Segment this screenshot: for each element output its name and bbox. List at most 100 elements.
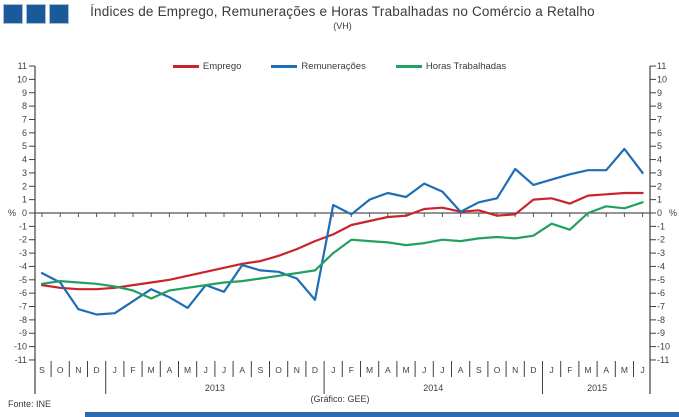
x-year-label: 2014 <box>423 383 443 393</box>
y-tick-label-right: 10 <box>657 74 667 84</box>
x-month-label: J <box>113 365 117 375</box>
y-tick-label-left: 6 <box>22 128 27 138</box>
x-month-label: J <box>204 365 208 375</box>
logo-square <box>26 4 46 24</box>
y-tick-label-left: -5 <box>19 275 27 285</box>
legend-label: Remunerações <box>301 61 366 72</box>
series-line-emprego <box>40 191 644 291</box>
y-tick-label-right: -2 <box>657 235 665 245</box>
x-month-label: J <box>422 365 426 375</box>
y-tick-label-left: -3 <box>19 248 27 258</box>
y-tick-label-right: 9 <box>657 88 662 98</box>
y-tick-label-left: 5 <box>22 141 27 151</box>
x-month-label: M <box>366 365 373 375</box>
chart-legend: Emprego Remunerações Horas Trabalhadas <box>0 61 679 72</box>
y-tick-label-left: 11 <box>18 61 27 71</box>
logo <box>3 4 69 24</box>
x-month-label: A <box>167 365 173 375</box>
legend-line-swatch <box>271 65 298 68</box>
x-month-label: O <box>275 365 282 375</box>
x-month-label: J <box>549 365 553 375</box>
y-tick-label-left: -1 <box>19 221 27 231</box>
legend-item-emprego: Emprego <box>172 61 242 72</box>
y-tick-label-right: 2 <box>657 181 662 191</box>
x-month-label: S <box>476 365 482 375</box>
x-month-label: S <box>258 365 264 375</box>
logo-square <box>3 4 23 24</box>
x-month-label: A <box>385 365 391 375</box>
x-month-label: N <box>294 365 300 375</box>
x-year-label: 2015 <box>587 383 607 393</box>
chart-title: Índices de Emprego, Remunerações e Horas… <box>90 4 595 19</box>
y-tick-label-left: 8 <box>22 101 27 111</box>
title-block: Índices de Emprego, Remunerações e Horas… <box>70 4 615 31</box>
legend-label: Horas Trabalhadas <box>425 61 507 72</box>
y-tick-label-right: -7 <box>657 302 665 312</box>
y-tick-label-left: -2 <box>19 235 27 245</box>
legend-item-remuneracoes: Remunerações <box>271 61 366 72</box>
y-tick-label-right: 7 <box>657 114 662 124</box>
y-tick-label-right: -1 <box>657 221 665 231</box>
x-month-label: D <box>94 365 100 375</box>
y-tick-label-left: 3 <box>22 168 27 178</box>
y-tick-label-left: 9 <box>22 88 27 98</box>
x-month-label: F <box>349 365 354 375</box>
y-tick-label-right: 1 <box>657 195 662 205</box>
y-tick-label-left: -6 <box>19 288 27 298</box>
x-year-label: 2013 <box>205 383 225 393</box>
y-tick-label-left: 0 <box>22 208 27 218</box>
source-text: Fonte: INE <box>8 399 52 409</box>
x-month-label: N <box>75 365 81 375</box>
x-month-label: F <box>567 365 572 375</box>
legend-line-swatch <box>172 65 199 68</box>
y-tick-label-left: -4 <box>19 261 27 271</box>
legend-label: Emprego <box>202 61 242 72</box>
x-month-label: S <box>39 365 45 375</box>
x-month-label: D <box>530 365 536 375</box>
x-month-label: J <box>640 365 644 375</box>
y-tick-label-right: 3 <box>657 168 662 178</box>
y-tick-label-right: 4 <box>657 155 662 165</box>
y-tick-label-left: 1 <box>22 195 27 205</box>
x-month-label: M <box>621 365 628 375</box>
y-tick-label-right: 6 <box>657 128 662 138</box>
x-month-label: O <box>57 365 64 375</box>
series-line-horas-trabalhadas <box>40 201 644 300</box>
y-tick-label-left: 2 <box>22 181 27 191</box>
x-month-label: A <box>458 365 464 375</box>
x-month-label: M <box>184 365 191 375</box>
x-month-label: A <box>603 365 609 375</box>
bottom-accent-bar <box>85 412 679 417</box>
y-tick-label-right: 0 <box>657 208 662 218</box>
y-tick-label-right: -9 <box>657 328 665 338</box>
y-tick-label-left: -11 <box>15 355 27 365</box>
x-month-label: J <box>440 365 444 375</box>
logo-square <box>49 4 69 24</box>
y-tick-label-left: -7 <box>19 302 27 312</box>
y-tick-label-right: 5 <box>657 141 662 151</box>
legend-line-swatch <box>395 65 422 68</box>
y-tick-label-left: 10 <box>17 74 27 84</box>
y-tick-label-left: -9 <box>19 328 27 338</box>
x-month-label: N <box>512 365 518 375</box>
y-tick-label-left: -8 <box>19 315 27 325</box>
x-month-label: F <box>130 365 135 375</box>
x-month-label: M <box>148 365 155 375</box>
y-tick-label-right: -5 <box>657 275 665 285</box>
y-tick-label-right: -3 <box>657 248 665 258</box>
credit-text: (Gráfico: GEE) <box>310 394 370 404</box>
x-month-label: D <box>312 365 318 375</box>
x-month-label: O <box>494 365 501 375</box>
y-unit-label-left: % <box>8 208 16 218</box>
legend-item-horas: Horas Trabalhadas <box>395 61 507 72</box>
x-month-label: A <box>239 365 245 375</box>
x-month-label: M <box>402 365 409 375</box>
y-tick-label-right: 11 <box>657 61 666 71</box>
y-tick-label-left: -10 <box>14 342 27 352</box>
y-tick-label-right: -11 <box>657 355 669 365</box>
y-tick-label-right: -4 <box>657 261 665 271</box>
y-tick-label-right: 8 <box>657 101 662 111</box>
y-tick-label-right: -8 <box>657 315 665 325</box>
